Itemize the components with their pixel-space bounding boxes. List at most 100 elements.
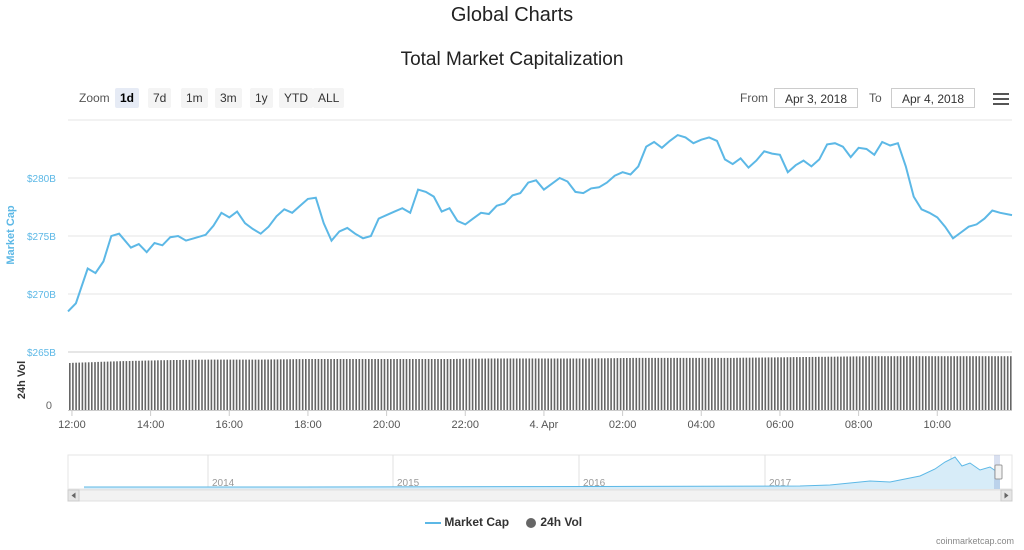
volume-bar — [758, 357, 760, 410]
volume-bar — [726, 357, 729, 410]
volume-bar — [251, 359, 254, 410]
volume-bar — [534, 358, 537, 410]
y-tick-label: $265B — [27, 348, 56, 359]
volume-bar — [588, 358, 590, 410]
volume-bar — [751, 357, 754, 410]
volume-bar — [119, 361, 121, 410]
navigator-handle[interactable] — [994, 464, 1003, 480]
volume-bar — [415, 359, 417, 410]
volume-bar — [641, 357, 644, 410]
volume-bar — [635, 357, 638, 410]
volume-bar — [733, 357, 735, 410]
navigator[interactable]: 20142015201620172018 — [67, 454, 1013, 502]
volume-bar — [223, 359, 225, 410]
volume-bar — [261, 359, 263, 410]
legend-item-24h-vol[interactable]: 24h Vol — [525, 515, 582, 529]
volume-bar — [188, 359, 191, 410]
volume-bar — [1010, 356, 1012, 410]
x-tick-label: 20:00 — [373, 419, 401, 431]
volume-bar — [833, 356, 836, 410]
zoom-1y-button[interactable]: 1y — [250, 88, 273, 108]
zoom-3m-button[interactable]: 3m — [215, 88, 242, 108]
y-axis-ticks: $265B $270B $275B $280B — [27, 174, 56, 359]
volume-bar — [345, 359, 348, 410]
volume-bar — [912, 356, 914, 410]
volume-bar — [874, 356, 877, 410]
volume-bar — [704, 357, 707, 410]
volume-bar — [157, 360, 159, 410]
volume-bar — [468, 358, 471, 410]
volume-axis-tick: 0 — [46, 400, 52, 412]
volume-bar — [368, 359, 370, 410]
volume-bar — [780, 357, 782, 410]
volume-bar — [393, 359, 395, 410]
volume-bar — [147, 360, 150, 410]
credit-link[interactable]: coinmarketcap.com — [935, 536, 1014, 546]
zoom-1m-button[interactable]: 1m — [181, 88, 208, 108]
volume-bar — [852, 356, 855, 410]
volume-bar — [616, 358, 619, 410]
volume-bar — [858, 356, 861, 410]
volume-bar — [522, 358, 524, 410]
volume-bar — [871, 356, 874, 410]
volume-bar — [789, 357, 792, 410]
volume-bar — [493, 358, 496, 410]
volume-bar — [405, 359, 408, 410]
volume-bar — [210, 359, 213, 410]
volume-bar — [899, 356, 902, 410]
x-tick-label: 14:00 — [137, 419, 165, 431]
from-date-input[interactable]: Apr 3, 2018 — [774, 88, 858, 108]
zoom-label: Zoom — [79, 91, 110, 105]
volume-bar — [305, 359, 307, 410]
volume-bar — [487, 358, 490, 410]
volume-bar — [138, 360, 140, 410]
volume-bar — [1000, 356, 1003, 410]
volume-bar — [490, 358, 493, 410]
volume-bar — [371, 359, 373, 410]
zoom-all-button[interactable]: ALL — [313, 88, 345, 108]
x-tick-label: 4. Apr — [530, 419, 559, 431]
volume-bar — [245, 359, 247, 410]
volume-bar — [537, 358, 540, 410]
menu-icon[interactable] — [993, 93, 1009, 105]
zoom-7d-button[interactable]: 7d — [148, 88, 172, 108]
volume-bar — [770, 357, 773, 410]
volume-bar — [531, 358, 534, 410]
volume-bar — [909, 356, 911, 410]
volume-bar — [295, 359, 298, 410]
x-tick-label: 18:00 — [294, 419, 322, 431]
volume-bar — [97, 361, 99, 410]
volume-bar — [198, 359, 200, 410]
volume-bar — [113, 361, 115, 410]
volume-bar — [87, 362, 90, 410]
volume-bar — [629, 358, 631, 410]
legend-item-market-cap[interactable]: Market Cap — [425, 515, 509, 529]
volume-bar — [75, 362, 77, 410]
volume-bar — [714, 357, 716, 410]
volume-bar — [311, 359, 313, 410]
volume-bar — [707, 357, 710, 410]
zoom-1d-button[interactable]: 1d — [115, 88, 140, 108]
volume-bar — [503, 358, 505, 410]
volume-bar — [965, 356, 968, 410]
volume-bar — [956, 356, 959, 410]
volume-bar — [972, 356, 974, 410]
zoom-ytd-button[interactable]: YTD — [279, 88, 313, 108]
navigator-scrollbar[interactable] — [67, 489, 1013, 502]
to-date-input[interactable]: Apr 4, 2018 — [891, 88, 975, 108]
volume-bar — [673, 357, 675, 410]
volume-bar — [194, 359, 197, 410]
y-axis-label: Market Cap — [5, 205, 17, 265]
volume-bar — [374, 359, 376, 410]
from-label: From — [740, 91, 768, 105]
series-bars-24h-vol — [68, 351, 1012, 411]
volume-bar — [556, 358, 559, 410]
volume-bar — [582, 358, 584, 410]
navigator-year-label: 2014 — [212, 478, 235, 489]
volume-bar — [818, 356, 820, 410]
volume-bar — [711, 357, 713, 410]
volume-bar — [408, 359, 411, 410]
volume-bar — [569, 358, 571, 410]
volume-bar — [273, 359, 276, 410]
volume-bar — [172, 360, 175, 410]
